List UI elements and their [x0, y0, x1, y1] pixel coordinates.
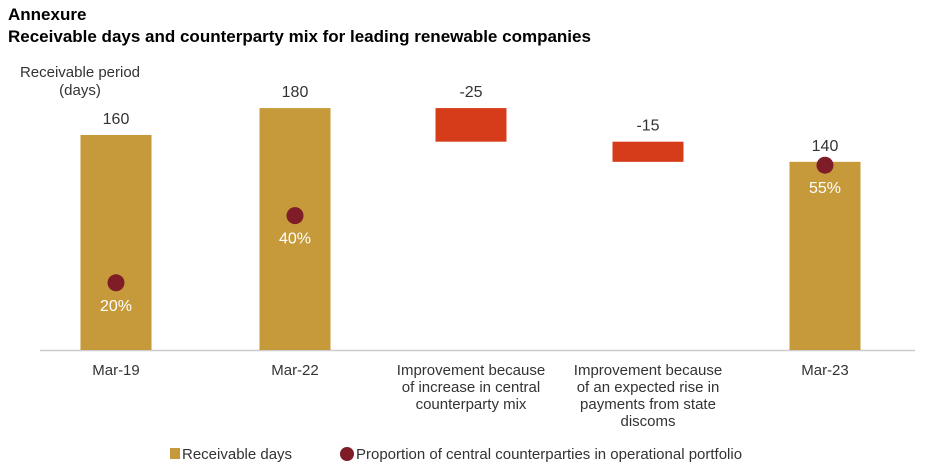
- x-tick-label: Improvement because: [574, 362, 722, 379]
- proportion-label: 20%: [100, 298, 132, 315]
- data-label: -25: [459, 84, 482, 101]
- x-tick-label: Improvement because: [397, 362, 545, 379]
- proportion-label: 55%: [809, 180, 841, 197]
- x-tick-label: discoms: [620, 413, 675, 430]
- proportion-label: 40%: [279, 231, 311, 248]
- y-axis-label: Receivable period: [20, 64, 140, 81]
- x-tick-label: Mar-19: [92, 362, 140, 379]
- data-label: 180: [282, 84, 309, 101]
- chart-title: Annexure: [8, 5, 87, 24]
- x-tick-label: Mar-22: [271, 362, 319, 379]
- proportion-point: [816, 156, 834, 174]
- legend-label: Proportion of central counterparties in …: [356, 446, 742, 463]
- bar-total: [80, 134, 152, 350]
- bar-total: [789, 161, 861, 350]
- data-label: 160: [103, 111, 130, 128]
- bar-decrease: [612, 141, 684, 162]
- bar-total: [259, 108, 331, 350]
- x-tick-label: of an expected rise in: [577, 379, 720, 396]
- data-label: 140: [812, 138, 839, 155]
- x-tick-label: of increase in central: [402, 379, 540, 396]
- legend-label: Receivable days: [182, 446, 292, 463]
- legend-swatch-proportion: [340, 447, 354, 461]
- y-axis-label: (days): [59, 82, 101, 99]
- bar-decrease: [435, 108, 507, 142]
- data-label: -15: [636, 118, 659, 135]
- legend-swatch-receivable-days: [170, 448, 180, 459]
- x-tick-label: Mar-23: [801, 362, 849, 379]
- x-tick-label: counterparty mix: [416, 396, 527, 413]
- proportion-point: [286, 207, 304, 225]
- x-tick-label: payments from state: [580, 396, 716, 413]
- chart-subtitle: Receivable days and counterparty mix for…: [8, 27, 591, 46]
- proportion-point: [107, 274, 125, 292]
